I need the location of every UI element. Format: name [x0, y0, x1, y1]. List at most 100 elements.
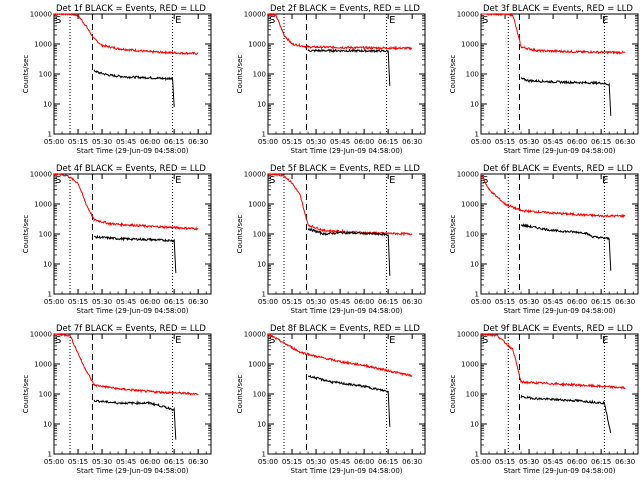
series-line-lld — [480, 332, 626, 390]
y-tick-label: 1000 — [461, 361, 479, 369]
x-tick-label: 05:45 — [330, 298, 350, 306]
chart-title: Det 5f BLACK = Events, RED = LLD — [270, 164, 420, 174]
x-tick-label: 06:00 — [140, 138, 160, 146]
y-tick-label: 100 — [466, 71, 479, 79]
x-tick-label: 06:00 — [140, 298, 160, 306]
time-marker-e: E — [175, 175, 181, 186]
y-tick-label: 10 — [257, 421, 266, 429]
chart-title: Det 4f BLACK = Events, RED = LLD — [56, 164, 206, 174]
x-axis-label: Start Time (29-Jun-09 04:58:00) — [504, 467, 616, 475]
y-tick-label: 1000 — [248, 201, 266, 209]
x-tick-label: 06:00 — [567, 458, 587, 466]
x-tick-label: 06:30 — [188, 458, 208, 466]
x-tick-label: 05:15 — [495, 298, 515, 306]
x-tick-label: 06:30 — [615, 458, 635, 466]
y-tick-label: 100 — [253, 231, 266, 239]
chart-title: Det 2f BLACK = Events, RED = LLD — [270, 4, 420, 14]
plot-frame — [480, 333, 639, 455]
x-tick-label: 05:15 — [68, 138, 88, 146]
y-tick-label: 10000 — [30, 171, 52, 179]
series-line-lld — [53, 172, 199, 231]
time-marker-e: E — [175, 335, 181, 346]
series-line-lld — [267, 13, 413, 51]
chart-title: Det 7f BLACK = Events, RED = LLD — [56, 324, 206, 334]
x-tick-label: 06:30 — [615, 298, 635, 306]
x-tick-label: 06:15 — [591, 298, 611, 306]
time-marker-s: S — [269, 15, 275, 26]
series-line-events — [307, 228, 391, 276]
x-tick-label: 05:15 — [495, 138, 515, 146]
series-line-events — [307, 48, 391, 86]
time-marker-e: E — [175, 15, 181, 26]
y-tick-label: 1 — [262, 291, 266, 299]
chart-title: Det 1f BLACK = Events, RED = LLD — [56, 4, 206, 14]
y-tick-label: 1000 — [34, 361, 52, 369]
x-tick-label: 05:45 — [330, 458, 350, 466]
y-tick-label: 100 — [39, 231, 52, 239]
chart-panel: Det 9f BLACK = Events, RED = LLD 1 10 100 10… — [449, 324, 639, 475]
y-axis-label: Counts/sec — [236, 55, 244, 94]
y-tick-label: 100 — [39, 391, 52, 399]
series-line-events — [307, 374, 391, 427]
series-line-lld — [267, 333, 413, 378]
y-axis-label: Counts/sec — [449, 55, 457, 94]
x-tick-label: 06:30 — [402, 138, 422, 146]
series-line-events — [520, 77, 612, 116]
x-axis-label: Start Time (29-Jun-09 04:58:00) — [77, 147, 189, 155]
y-tick-label: 1000 — [34, 201, 52, 209]
chart-title: Det 6f BLACK = Events, RED = LLD — [483, 164, 633, 174]
y-tick-label: 10 — [257, 101, 266, 109]
x-axis-label: Start Time (29-Jun-09 04:58:00) — [504, 307, 616, 315]
x-axis-label: Start Time (29-Jun-09 04:58:00) — [291, 147, 403, 155]
x-tick-label: 06:15 — [591, 138, 611, 146]
time-marker-s: S — [482, 335, 488, 346]
series-line-events — [520, 223, 612, 271]
y-tick-label: 1 — [262, 451, 266, 459]
x-tick-label: 05:45 — [330, 138, 350, 146]
series-line-lld — [54, 13, 199, 56]
y-tick-label: 10000 — [30, 11, 52, 19]
x-tick-label: 06:15 — [378, 458, 398, 466]
x-tick-label: 06:00 — [354, 458, 374, 466]
x-tick-label: 05:30 — [519, 298, 539, 306]
y-tick-label: 10000 — [244, 11, 266, 19]
x-tick-label: 05:45 — [116, 298, 136, 306]
chart-panel: Det 3f BLACK = Events, RED = LLD 1 10 100 10… — [449, 4, 639, 155]
time-marker-e: E — [602, 335, 608, 346]
y-axis-label: Counts/sec — [236, 375, 244, 414]
x-tick-label: 06:15 — [164, 458, 184, 466]
x-tick-label: 05:30 — [306, 458, 326, 466]
y-tick-label: 10 — [257, 261, 266, 269]
series-line-events — [93, 399, 177, 440]
x-axis-label: Start Time (29-Jun-09 04:58:00) — [77, 307, 189, 315]
x-tick-label: 05:00 — [471, 458, 491, 466]
x-tick-label: 05:15 — [282, 298, 302, 306]
chart-title: Det 8f BLACK = Events, RED = LLD — [270, 324, 420, 334]
x-tick-label: 06:00 — [567, 138, 587, 146]
y-tick-label: 100 — [253, 391, 266, 399]
y-tick-label: 10000 — [457, 171, 479, 179]
y-tick-label: 100 — [466, 391, 479, 399]
y-axis-label: Counts/sec — [236, 215, 244, 254]
x-tick-label: 05:15 — [68, 298, 88, 306]
y-tick-label: 10000 — [244, 331, 266, 339]
x-tick-label: 05:00 — [471, 298, 491, 306]
x-tick-label: 05:00 — [258, 298, 278, 306]
x-tick-label: 05:00 — [471, 138, 491, 146]
chart-panel: Det 8f BLACK = Events, RED = LLD 1 10 100 10… — [236, 324, 426, 475]
time-marker-s: S — [482, 15, 488, 26]
y-tick-label: 1000 — [461, 41, 479, 49]
y-tick-label: 100 — [39, 71, 52, 79]
x-tick-label: 05:00 — [258, 458, 278, 466]
series-line-lld — [53, 333, 199, 396]
y-tick-label: 10 — [470, 421, 479, 429]
y-tick-label: 1 — [262, 131, 266, 139]
series-line-events — [93, 234, 177, 274]
x-tick-label: 06:15 — [164, 138, 184, 146]
y-tick-label: 100 — [253, 71, 266, 79]
x-axis-label: Start Time (29-Jun-09 04:58:00) — [291, 307, 403, 315]
plot-frame — [267, 333, 426, 455]
x-tick-label: 05:45 — [543, 458, 563, 466]
time-marker-e: E — [602, 175, 608, 186]
y-tick-label: 10 — [470, 101, 479, 109]
